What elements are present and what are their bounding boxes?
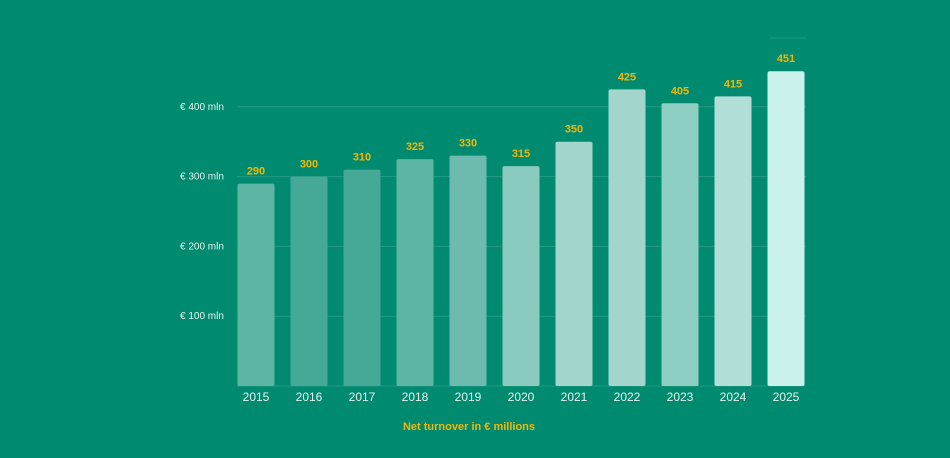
data-label-2020: 315 — [512, 148, 530, 160]
x-tick-label-2024: 2024 — [720, 390, 747, 404]
bar-2018 — [396, 159, 434, 386]
x-tick-label-2021: 2021 — [561, 390, 588, 404]
x-tick-label-2016: 2016 — [296, 390, 323, 404]
data-label-2021: 350 — [565, 124, 583, 136]
data-label-2017: 310 — [353, 152, 371, 164]
bar-2015 — [237, 183, 275, 386]
x-tick-label-2017: 2017 — [349, 390, 376, 404]
x-tick-label-2023: 2023 — [667, 390, 694, 404]
x-tick-label-2018: 2018 — [402, 390, 429, 404]
bar-2016 — [290, 176, 328, 386]
data-labels: 290 300 310 325 330 315 350 425 405 415 451 — [247, 53, 795, 177]
x-axis-label: Net turnover in € millions — [403, 421, 535, 433]
data-label-2022: 425 — [618, 71, 636, 83]
x-tick-label-2022: 2022 — [614, 390, 641, 404]
y-tick-label: € 300 mln — [180, 172, 224, 183]
bar-2021 — [555, 141, 593, 386]
bar-2023 — [661, 103, 699, 386]
bar-2024 — [714, 96, 752, 386]
bar-2017 — [343, 169, 381, 386]
data-label-2018: 325 — [406, 141, 424, 153]
bars — [237, 71, 805, 387]
y-tick-label: € 400 mln — [180, 102, 224, 113]
bar-2020 — [502, 166, 540, 386]
data-label-2024: 415 — [724, 78, 742, 90]
data-label-2019: 330 — [459, 138, 477, 150]
bar-2025 — [767, 71, 805, 387]
x-axis-ticks: 2015 2016 2017 2018 2019 2020 2021 2022 2023 2024… — [243, 390, 800, 404]
data-label-2016: 300 — [300, 159, 318, 171]
y-axis-ticks: € 100 mln € 200 mln € 300 mln € 400 mln — [180, 102, 224, 322]
bar-2019 — [449, 155, 487, 386]
data-label-2025: 451 — [777, 53, 795, 65]
y-tick-label: € 100 mln — [180, 311, 224, 322]
data-label-2023: 405 — [671, 85, 689, 97]
bar-2022 — [608, 89, 646, 386]
y-tick-label: € 200 mln — [180, 241, 224, 252]
x-tick-label-2015: 2015 — [243, 390, 270, 404]
x-tick-label-2025: 2025 — [773, 390, 800, 404]
data-label-2015: 290 — [247, 166, 265, 178]
x-tick-label-2020: 2020 — [508, 390, 535, 404]
x-tick-label-2019: 2019 — [455, 390, 482, 404]
